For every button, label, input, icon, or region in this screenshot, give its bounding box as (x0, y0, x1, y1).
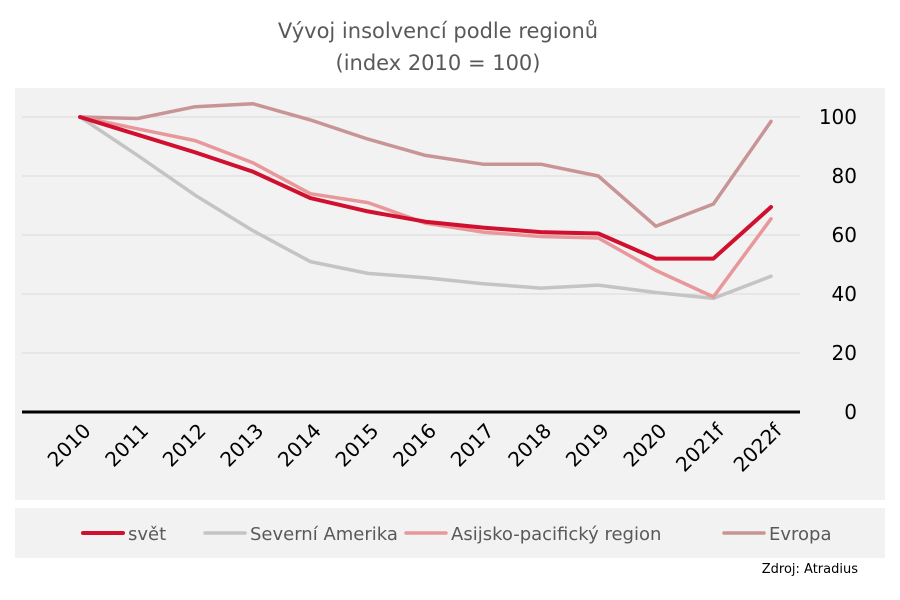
y-tick-label: 60 (832, 223, 857, 247)
y-tick-label: 0 (844, 400, 857, 424)
series-line-1 (78, 115, 773, 301)
legend: svět Severní Amerika Asijsko-pacifický reg… (81, 524, 832, 545)
y-axis-ticks: 0 20 40 60 80 100 (819, 105, 857, 424)
legend-label: Severní Amerika (250, 524, 398, 545)
y-tick-label: 40 (832, 282, 857, 306)
series-lines (78, 101, 773, 301)
gridlines (22, 116, 800, 414)
legend-label: Evropa (769, 524, 832, 545)
legend-label: svět (128, 524, 166, 545)
chart-title: Vývoj insolvencí podle regionů (278, 19, 598, 43)
source-note: Zdroj: Atradius (762, 562, 858, 577)
y-tick-label: 100 (819, 105, 857, 129)
y-tick-label: 80 (832, 164, 857, 188)
series-line-0 (78, 101, 773, 228)
series-line-3 (78, 115, 773, 261)
legend-label: Asijsko-pacifický region (451, 524, 661, 545)
chart-subtitle: (index 2010 = 100) (336, 51, 541, 75)
y-tick-label: 20 (832, 341, 857, 365)
